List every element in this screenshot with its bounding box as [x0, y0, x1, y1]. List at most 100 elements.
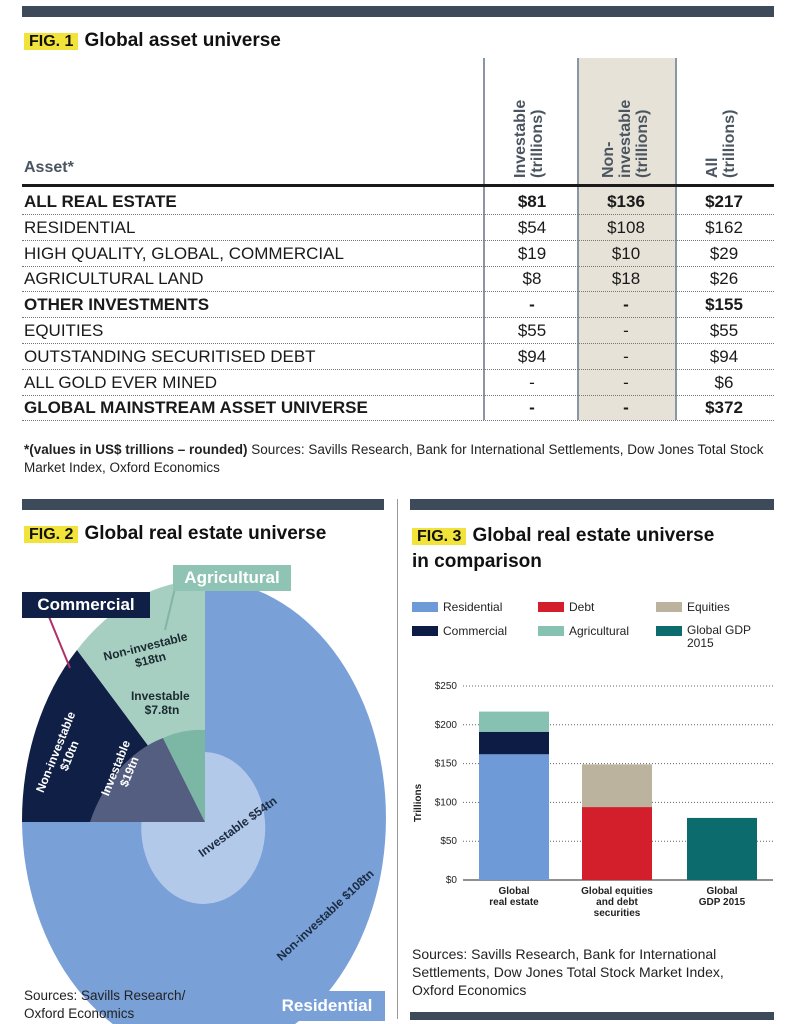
- fig2-top-bar: [22, 499, 384, 510]
- fig1-note-bold: *(values in US$ trillions – rounded): [24, 442, 248, 457]
- table-row: OTHER INVESTMENTS - - $155: [22, 292, 774, 319]
- legend-swatch: [538, 626, 564, 636]
- cell-investable: -: [529, 398, 535, 418]
- cell-non-investable: -: [623, 295, 629, 315]
- fig1-tag: FIG. 1: [24, 33, 79, 50]
- bar-segment-residential: [479, 754, 549, 880]
- fig1-note-sources: Sources: Savills Research, Bank for Inte…: [24, 442, 764, 475]
- fig3-source-line: Oxford Economics: [412, 982, 527, 998]
- y-axis-label: Trillions: [413, 783, 424, 822]
- legend-label: Global GDP 2015: [687, 623, 751, 650]
- bar-segment-global-gdp-2015: [687, 817, 757, 880]
- x-tick-label: Global: [706, 886, 737, 897]
- asset-header: Asset*: [24, 159, 74, 176]
- column-divider: [675, 58, 677, 420]
- fig2-heading: FIG. 2 Global real estate universe: [24, 523, 326, 545]
- fig2-sources: Sources: Savills Research/ Oxford Econom…: [24, 987, 185, 1023]
- cell-investable: $8: [522, 269, 542, 289]
- bar-segment-equities: [582, 764, 652, 808]
- cell-investable: $55: [517, 321, 547, 340]
- x-tick-label: Global: [498, 886, 529, 897]
- cell-investable: $94: [517, 346, 547, 366]
- table-row: GLOBAL MAINSTREAM ASSET UNIVERSE - - $372: [22, 395, 774, 422]
- legend-label: Residential: [443, 600, 503, 614]
- row-label: HIGH QUALITY, GLOBAL, COMMERCIAL: [24, 243, 344, 263]
- cell-all: $29: [709, 243, 739, 263]
- legend-swatch: [412, 602, 438, 612]
- y-tick-label: $150: [435, 759, 458, 770]
- row-label: ALL REAL ESTATE: [24, 192, 177, 211]
- row-label: OTHER INVESTMENTS: [24, 295, 210, 315]
- fig2-title: Global real estate universe: [84, 523, 327, 544]
- table-row: ALL REAL ESTATE $81 $136 $217: [22, 189, 774, 215]
- table-row: EQUITIES $55 - $55: [22, 318, 774, 344]
- commercial-label: Commercial: [22, 592, 150, 618]
- x-tick-label: GDP 2015: [699, 897, 746, 908]
- cell-non-investable: -: [623, 372, 629, 392]
- y-tick-label: $250: [435, 681, 458, 692]
- cell-all: $55: [709, 321, 739, 340]
- cell-investable: -: [529, 372, 535, 392]
- agricultural-leader-line: [164, 587, 176, 631]
- legend-swatch: [656, 626, 682, 636]
- legend-label: Commercial: [443, 624, 508, 638]
- agri-inv-label: Investable $7.8tn: [131, 689, 193, 717]
- fig-divider: [397, 499, 398, 1019]
- fig3-source-line: Settlements, Dow Jones Total Stock Marke…: [412, 964, 724, 980]
- cell-non-investable: $108: [607, 217, 645, 237]
- slice-text: Investable: [131, 689, 190, 703]
- fig3-sources: Sources: Savills Research, Bank for Inte…: [412, 945, 724, 999]
- bar-segment-debt: [582, 807, 652, 880]
- agricultural-investable-slice: [163, 729, 205, 822]
- cell-all: $217: [705, 192, 743, 211]
- table-header-rule: [22, 184, 774, 187]
- residential-label: Residential: [269, 991, 385, 1021]
- table-row: OUTSTANDING SECURITISED DEBT $94 - $94: [22, 344, 774, 370]
- cell-investable: $54: [517, 217, 547, 237]
- column-divider: [577, 58, 579, 420]
- y-tick-label: $50: [440, 836, 457, 847]
- fig1-top-bar: [22, 6, 774, 17]
- bar-segment-commercial: [479, 731, 549, 755]
- commercial-leader-line: [46, 611, 71, 669]
- fig3-top-bar: [410, 499, 774, 510]
- row-label: AGRICULTURAL LAND: [24, 269, 204, 289]
- residential-non-investable-slice: [22, 580, 386, 1024]
- legend-swatch: [412, 626, 438, 636]
- non-investable-column-shade: [579, 58, 675, 420]
- cell-investable: -: [529, 295, 535, 315]
- row-label: GLOBAL MAINSTREAM ASSET UNIVERSE: [24, 398, 368, 418]
- row-label: EQUITIES: [24, 321, 104, 340]
- row-label: ALL GOLD EVER MINED: [24, 372, 218, 392]
- cell-all: $26: [709, 269, 739, 289]
- legend-swatch: [538, 602, 564, 612]
- legend-label: Debt: [569, 600, 595, 614]
- fig3-title-line2: in comparison: [412, 551, 542, 572]
- column-divider: [483, 58, 485, 420]
- x-tick-label: and debt: [596, 897, 638, 908]
- cell-non-investable: $136: [607, 192, 645, 211]
- fig2-tag: FIG. 2: [24, 526, 79, 543]
- fig3-tag: FIG. 3: [412, 528, 467, 545]
- cell-all: $162: [705, 217, 743, 237]
- y-tick-label: $0: [446, 875, 458, 886]
- row-label: RESIDENTIAL: [24, 217, 136, 237]
- commercial-investable-slice: [90, 738, 205, 822]
- cell-non-investable: -: [623, 321, 629, 340]
- cell-all: $94: [709, 346, 739, 366]
- legend-label: Equities: [687, 600, 730, 614]
- fig3-heading: FIG. 3 Global real estate universe in com…: [412, 523, 714, 574]
- cell-non-investable: $18: [611, 269, 641, 289]
- legend-swatch: [656, 602, 682, 612]
- cell-non-investable: -: [623, 346, 629, 366]
- fig1-heading: FIG. 1 Global asset universe: [24, 30, 281, 52]
- fig2-source-line: Oxford Economics: [24, 1006, 135, 1021]
- fig1-title: Global asset universe: [84, 30, 281, 51]
- y-tick-label: $200: [435, 720, 458, 731]
- row-label: OUTSTANDING SECURITISED DEBT: [24, 346, 316, 366]
- legend-label: Agricultural: [569, 624, 630, 638]
- fig1-notes: *(values in US$ trillions – rounded) Sou…: [24, 441, 774, 477]
- table-row: RESIDENTIAL $54 $108 $162: [22, 215, 774, 241]
